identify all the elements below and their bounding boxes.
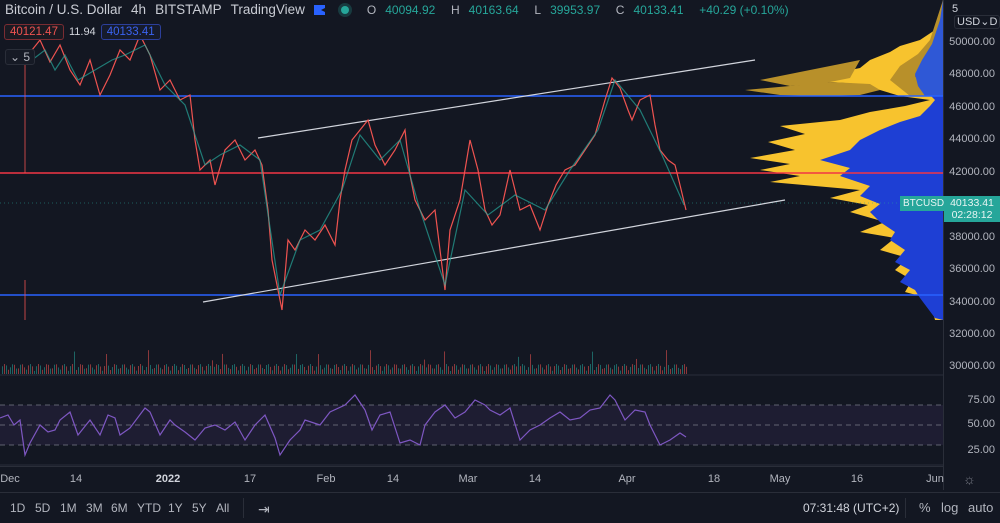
time-label: 18 [707,473,721,485]
time-label: 14 [528,473,542,485]
price-label: 36000.00 [949,263,995,275]
market-status-icon [340,5,349,14]
time-label: 16 [850,473,864,485]
price-label: 30000.00 [949,360,995,372]
log-scale-button[interactable]: log [941,500,959,515]
price-label: 44000.00 [949,133,995,145]
chevron-down-icon: ⌄ [980,16,990,28]
symbol-legend[interactable]: Bitcoin / U.S. Dollar 4h BITSTAMP Tradin… [5,2,798,17]
range-5y-button[interactable]: 5Y [192,501,207,515]
auto-scale-button[interactable]: auto [968,500,994,515]
bottom-toolbar: 1D 5D 1M 3M 6M YTD 1Y 5Y All ⇥ 07:31:48 … [0,492,1000,523]
range-all-button[interactable]: All [216,501,230,515]
time-label: Dec [0,473,20,485]
price-label: 46000.00 [949,101,995,113]
price-candles [27,33,687,311]
source-label: TradingView [230,2,305,17]
buy-price-button[interactable]: 40133.41 [100,24,161,40]
range-1d-button[interactable]: 1D [10,501,26,515]
chevron-down-icon: ⌄ [10,50,21,64]
time-label: 2022 [155,473,181,485]
clock[interactable]: 07:31:48 (UTC+2) [803,501,900,515]
price-label: 48000.00 [949,68,995,80]
time-label: Jun [926,473,944,485]
rsi-line [0,394,687,458]
time-label: Feb [316,473,336,485]
range-6m-button[interactable]: 6M [111,501,128,515]
buy-sell-panel: 40121.47 11.94 40133.41 [4,24,161,40]
ohlc-values: O 40094.92 H 40163.64 L 39953.97 C 40133.41 … [366,2,789,17]
settings-gear-icon[interactable]: ☼ [963,471,976,487]
rsi-label: 25.00 [967,444,995,456]
flag-icon[interactable] [313,4,325,15]
time-axis[interactable]: Dec 14 2022 17 Feb 14 Mar 14 Apr 18 May 16 Jun [0,466,944,492]
price-label: 38000.00 [949,231,995,243]
price-label: 32000.00 [949,328,995,340]
channel-upper-line[interactable] [257,59,756,139]
time-label: Apr [618,473,636,485]
spread-value: 11.94 [68,26,96,38]
indicators-toggle-button[interactable]: ⌄ 5 [5,49,36,65]
channel-lower-line[interactable] [202,199,786,303]
range-ytd-button[interactable]: YTD [137,501,161,515]
time-label: 17 [243,473,257,485]
range-3m-button[interactable]: 3M [86,501,103,515]
time-label: 14 [386,473,400,485]
bar-countdown: 02:28:12 [951,209,993,221]
time-label: May [769,473,791,485]
price-axis[interactable]: 50000.00 48000.00 46000.00 44000.00 4200… [943,0,1000,490]
time-label: 14 [69,473,83,485]
price-label: 42000.00 [949,166,995,178]
go-to-date-icon[interactable]: ⇥ [258,501,270,517]
rsi-label: 50.00 [967,418,995,430]
chart-canvas[interactable] [0,0,943,466]
percent-scale-button[interactable]: % [919,500,931,515]
range-1m-button[interactable]: 1M [60,501,77,515]
interval-label: 4h [131,2,147,17]
exchange-label: BITSTAMP [155,2,222,17]
price-label: 34000.00 [949,296,995,308]
symbol-name: Bitcoin / U.S. Dollar [5,2,123,17]
current-price-label: 40133.41 02:28:12 [944,196,1000,222]
currency-selector[interactable]: 5 USD⌄D [952,3,1000,29]
range-1y-button[interactable]: 1Y [168,501,183,515]
range-5d-button[interactable]: 5D [35,501,51,515]
time-label: Mar [458,473,478,485]
volume-bars [2,350,687,374]
rsi-label: 75.00 [967,394,995,406]
volume-profile [745,0,943,320]
symbol-price-tag: BTCUSD [900,196,948,211]
sell-price-button[interactable]: 40121.47 [4,24,64,40]
price-label: 50000.00 [949,36,995,48]
